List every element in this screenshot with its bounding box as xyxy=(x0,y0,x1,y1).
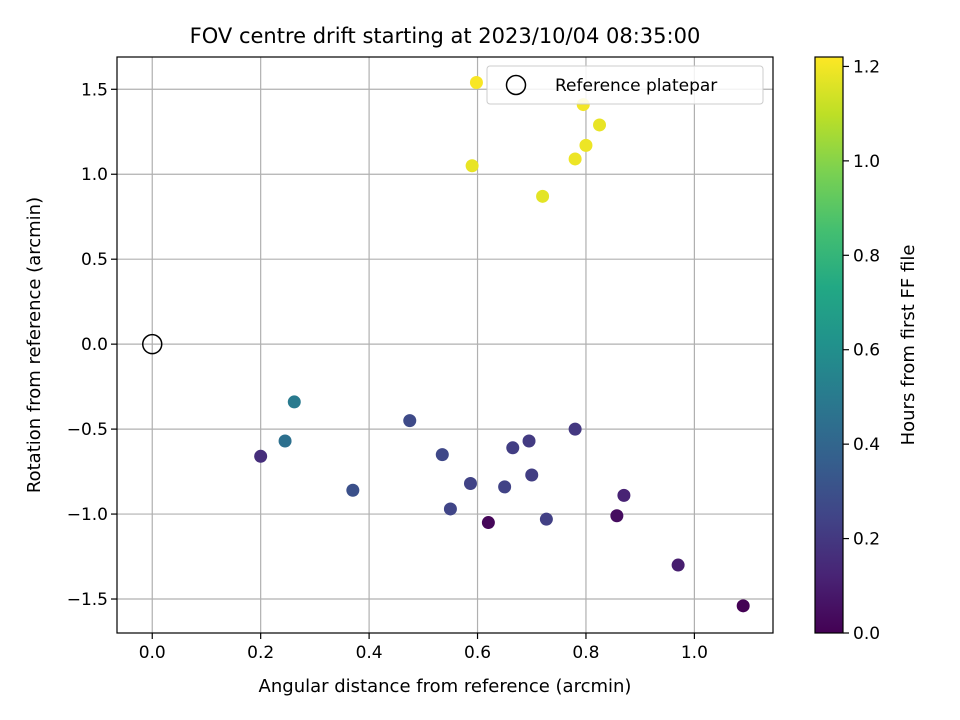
data-point xyxy=(525,468,539,482)
data-point xyxy=(481,516,495,530)
data-point xyxy=(346,483,360,497)
colorbar-tick-label: 0.2 xyxy=(853,530,880,550)
y-tick-label: −1.5 xyxy=(67,590,108,610)
y-tick-label: 0.5 xyxy=(81,250,108,270)
x-axis: 0.0 0.2 0.4 0.6 0.8 1.0 xyxy=(139,633,708,663)
data-point xyxy=(736,599,750,613)
legend-label-reference: Reference platepar xyxy=(555,76,717,96)
data-point xyxy=(403,414,417,428)
legend-box xyxy=(486,65,764,105)
data-point xyxy=(610,509,624,523)
data-point xyxy=(465,159,479,173)
data-point xyxy=(506,441,520,455)
colorbar-title: Hours from first FF file xyxy=(898,245,919,446)
reference-point-marker xyxy=(141,333,163,355)
colorbar-tick-label: 1.2 xyxy=(853,57,880,77)
colorbar-tick-label: 0.4 xyxy=(853,435,880,455)
colorbar: 0.0 0.2 0.4 0.6 0.8 1.0 1.2 Hours from first F… xyxy=(814,56,919,644)
y-tick-label: −1.0 xyxy=(67,505,108,525)
data-point xyxy=(435,448,449,462)
x-tick-label: 0.6 xyxy=(464,643,491,663)
data-point xyxy=(671,558,685,572)
data-point xyxy=(287,395,301,409)
y-axis: −1.5 −1.0 −0.5 0.0 0.5 1.0 1.5 xyxy=(67,80,117,610)
data-point xyxy=(617,488,631,502)
legend-marker-icon xyxy=(505,74,527,96)
data-point xyxy=(443,502,457,516)
colorbar-gradient xyxy=(814,56,844,634)
y-tick-label: 1.0 xyxy=(81,165,108,185)
x-tick-label: 0.4 xyxy=(356,643,383,663)
data-point xyxy=(278,434,292,448)
data-point xyxy=(593,118,607,132)
data-point xyxy=(463,476,477,490)
y-tick-label: 0.0 xyxy=(81,335,108,355)
y-axis-title: Rotation from reference (arcmin) xyxy=(24,197,45,493)
colorbar-tick-label: 0.0 xyxy=(853,624,880,644)
data-point xyxy=(522,434,536,448)
grid xyxy=(117,57,773,633)
data-point xyxy=(568,152,582,166)
y-tick-label: −0.5 xyxy=(67,420,108,440)
x-tick-label: 0.8 xyxy=(572,643,599,663)
plot-frame xyxy=(116,56,774,634)
colorbar-tick-label: 1.0 xyxy=(853,152,880,172)
x-tick-label: 0.2 xyxy=(247,643,274,663)
data-point xyxy=(254,449,268,463)
colorbar-tick-label: 0.6 xyxy=(853,341,880,361)
y-tick-label: 1.5 xyxy=(81,80,108,100)
x-tick-label: 1.0 xyxy=(681,643,708,663)
colorbar-tick-label: 0.8 xyxy=(853,246,880,266)
data-point xyxy=(579,138,593,152)
legend: Reference platepar xyxy=(486,65,764,105)
data-points xyxy=(254,75,750,613)
chart-title: FOV centre drift starting at 2023/10/04 … xyxy=(190,24,701,48)
data-point xyxy=(536,189,550,203)
data-point xyxy=(469,75,483,89)
data-point xyxy=(539,512,553,526)
data-point xyxy=(568,422,582,436)
x-tick-label: 0.0 xyxy=(139,643,166,663)
reference-layer xyxy=(141,333,163,355)
x-axis-title: Angular distance from reference (arcmin) xyxy=(259,676,632,697)
data-point xyxy=(498,480,512,494)
colorbar-ticks: 0.0 0.2 0.4 0.6 0.8 1.0 1.2 xyxy=(843,57,880,644)
